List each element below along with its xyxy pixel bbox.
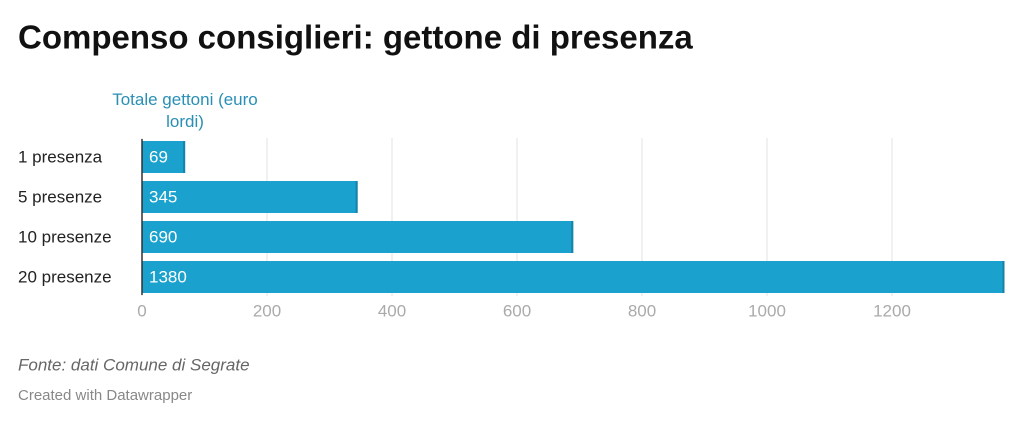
source: Fonte: dati Comune di Segrate	[18, 355, 250, 374]
data-label: 690	[149, 227, 177, 246]
bar	[142, 221, 574, 253]
y-tick-label: 5 presenze	[18, 187, 102, 206]
y-tick-label: 1 presenza	[18, 147, 103, 166]
x-tick-label: 800	[628, 301, 656, 320]
bar	[142, 261, 1005, 293]
x-tick-label: 1200	[873, 301, 911, 320]
x-tick-label: 1000	[748, 301, 786, 320]
chart-title: Compenso consiglieri: gettone di presenz…	[18, 19, 693, 56]
x-tick-label: 200	[253, 301, 281, 320]
data-label: 345	[149, 187, 177, 206]
y-tick-label: 20 presenze	[18, 267, 112, 286]
data-label: 1380	[149, 267, 187, 286]
x-tick-label: 600	[503, 301, 531, 320]
x-tick-label: 400	[378, 301, 406, 320]
value-header: Totale gettoni (euro lordi)	[112, 90, 258, 131]
credit: Created with Datawrapper	[18, 387, 192, 404]
x-tick-label: 0	[137, 301, 146, 320]
bar	[142, 141, 186, 173]
data-label: 69	[149, 147, 168, 166]
y-tick-label: 10 presenze	[18, 227, 112, 246]
bar	[142, 181, 358, 213]
